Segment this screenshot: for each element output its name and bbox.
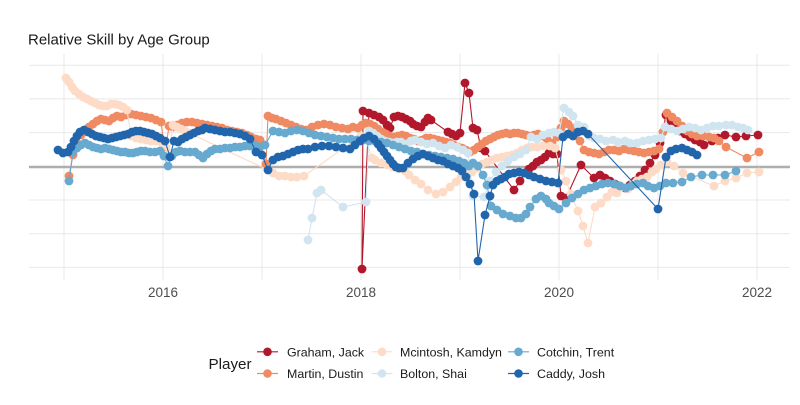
svg-text:Martin, Dustin: Martin, Dustin [287, 367, 364, 381]
svg-text:Caddy, Josh: Caddy, Josh [537, 367, 605, 381]
svg-text:Bolton, Shai: Bolton, Shai [400, 367, 467, 381]
svg-text:Mcintosh, Kamdyn: Mcintosh, Kamdyn [400, 345, 502, 359]
svg-text:Graham, Jack: Graham, Jack [287, 345, 365, 359]
svg-text:2016: 2016 [148, 285, 178, 300]
svg-text:2018: 2018 [346, 285, 376, 300]
svg-text:2020: 2020 [544, 285, 574, 300]
svg-text:Player: Player [209, 356, 252, 373]
svg-text:Cotchin, Trent: Cotchin, Trent [537, 345, 615, 359]
svg-text:2022: 2022 [742, 285, 772, 300]
svg-text:Relative Skill by Age Group: Relative Skill by Age Group [28, 32, 210, 49]
